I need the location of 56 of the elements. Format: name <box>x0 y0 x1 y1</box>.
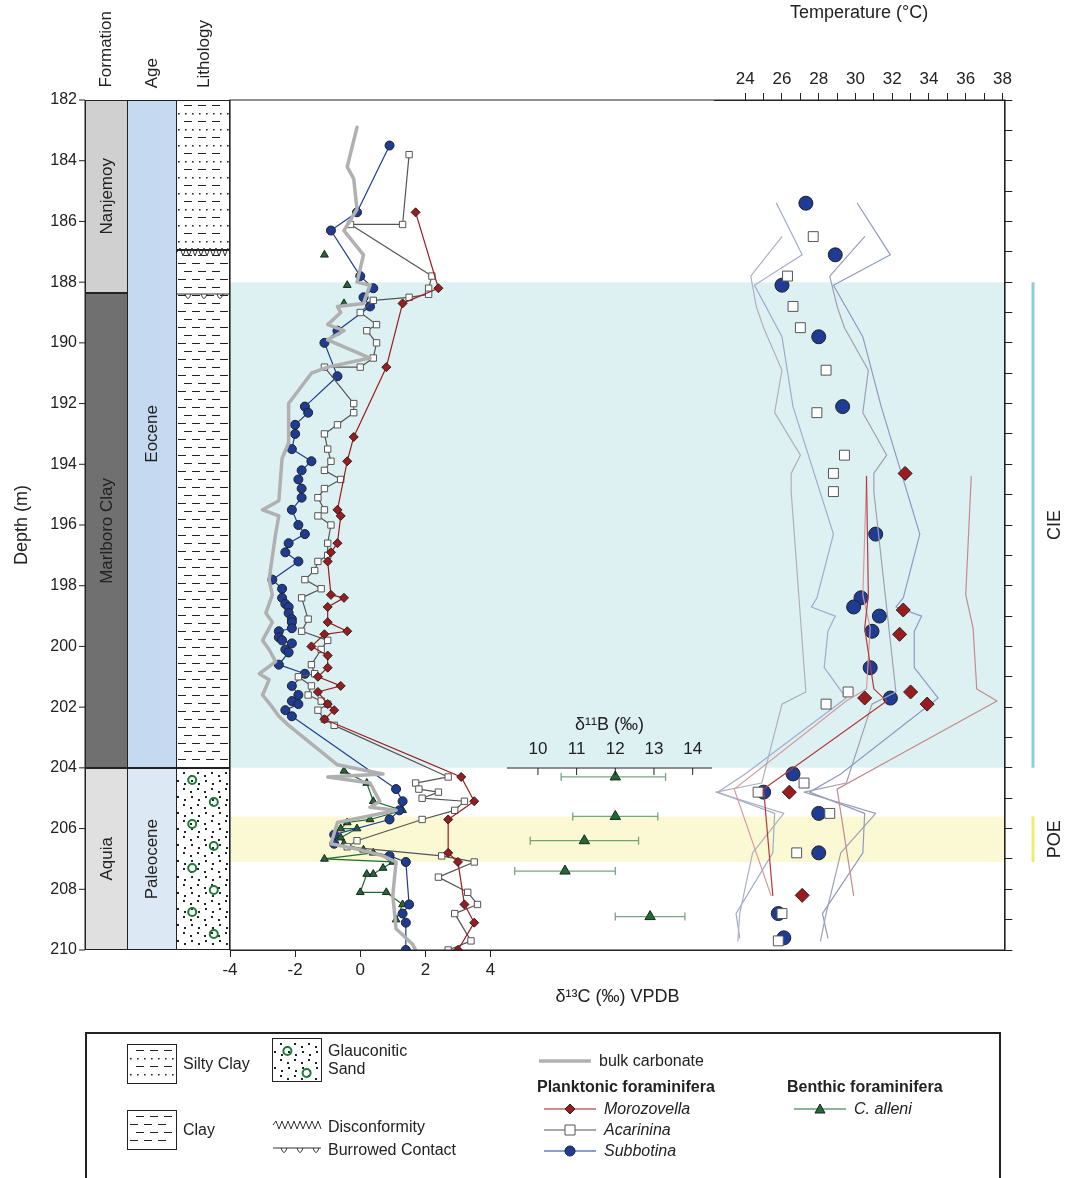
x-tick-label: 24 <box>735 69 755 89</box>
text: Benthic foraminifera <box>787 1078 943 1095</box>
x-tick-label: -4 <box>222 959 238 979</box>
x-axis-title: Temperature (°C) <box>790 1 929 22</box>
band-label: CIE <box>1043 509 1064 541</box>
y-tick-label: 200 <box>50 636 78 654</box>
text: Age <box>142 57 162 88</box>
y-tick-label: 186 <box>50 211 78 229</box>
text: Formation <box>96 11 116 88</box>
x-tick-label: 13 <box>644 739 664 759</box>
x-tick-label: 30 <box>846 69 865 89</box>
legend-label: C. alleni <box>854 1100 912 1118</box>
x-axis-title: δ¹³C (‰) VPDB <box>555 986 680 1007</box>
y-axis-title: Depth (m) <box>10 484 31 566</box>
x-tick-label: 14 <box>683 739 703 759</box>
y-tick-label: 182 <box>50 90 78 108</box>
y-tick-label: 196 <box>50 515 78 533</box>
y-tick-label: 192 <box>50 393 78 411</box>
text: Disconformity <box>328 1118 425 1135</box>
formation-column: Nanjemoy Marlboro Clay Aquia <box>85 100 128 950</box>
text: Silty Clay <box>183 1055 250 1072</box>
legend-label: Subbotina <box>604 1142 677 1160</box>
x-tick-label: 0 <box>355 959 365 979</box>
x-tick-label: 38 <box>993 69 1012 89</box>
text: Glauconitic Sand <box>328 1042 408 1077</box>
x-tick-label: 4 <box>485 959 496 979</box>
y-tick-label: 208 <box>50 879 78 897</box>
y-tick-label: 210 <box>50 940 78 958</box>
text: Lithology <box>194 19 214 88</box>
x-tick-label: 32 <box>882 69 902 89</box>
y-tick-label: 198 <box>50 576 78 594</box>
x-tick-label: 28 <box>809 69 829 89</box>
x-tick-label: 11 <box>567 739 586 759</box>
x-tick-label: 26 <box>772 69 792 89</box>
text: Burrowed Contact <box>328 1141 457 1158</box>
x-tick-label: 34 <box>919 69 939 89</box>
x-tick-label: 36 <box>956 69 976 89</box>
legend-label: Morozovella <box>604 1100 691 1118</box>
x-tick-label: 2 <box>420 959 431 979</box>
age-column: Eocene Paleocene <box>127 100 177 950</box>
legend-title: Planktonic foraminifera <box>537 1078 715 1096</box>
y-tick-label: 184 <box>50 151 78 169</box>
x-axis-title: δ¹¹B (‰) <box>574 713 645 734</box>
y-tick-label: 206 <box>50 818 78 836</box>
y-tick-label: 190 <box>50 333 78 351</box>
text: Clay <box>183 1121 216 1138</box>
y-tick-label: 202 <box>50 697 78 715</box>
band-label: POE <box>1043 820 1064 859</box>
y-tick-label: 194 <box>50 454 78 472</box>
y-tick-label: 204 <box>50 758 78 776</box>
y-tick-label: 188 <box>50 272 78 290</box>
x-tick-label: 10 <box>528 739 548 759</box>
x-tick-label: 12 <box>605 739 625 759</box>
legend-label: bulk carbonate <box>599 1052 704 1070</box>
x-tick-label: -2 <box>287 959 303 979</box>
legend-label: Acarinina <box>604 1121 671 1139</box>
